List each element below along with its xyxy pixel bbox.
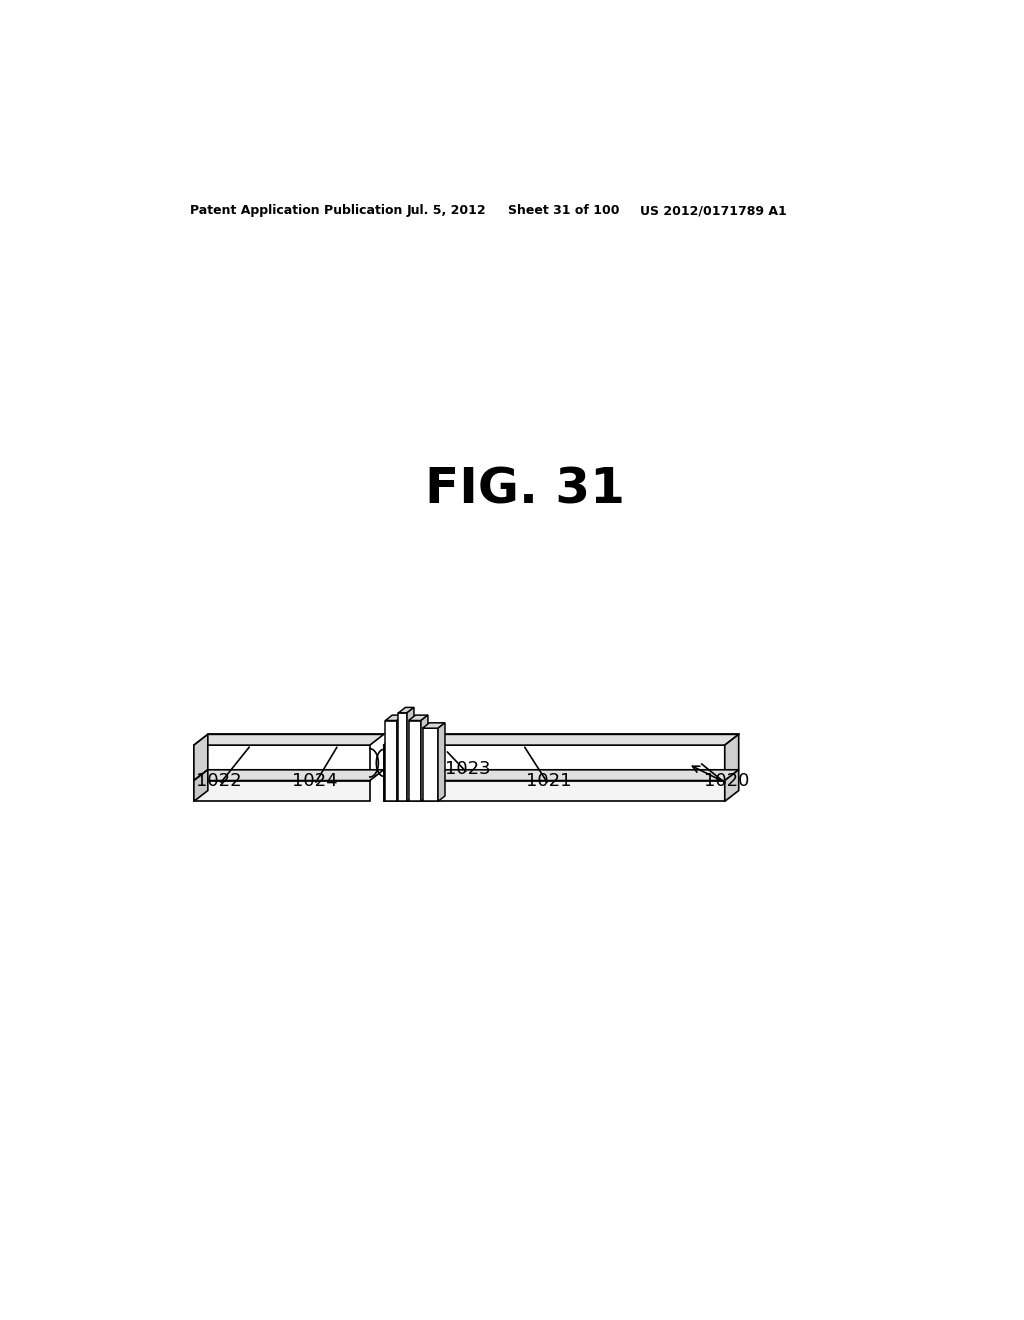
Polygon shape xyxy=(725,734,738,780)
Text: 1020: 1020 xyxy=(705,772,750,789)
Polygon shape xyxy=(397,715,403,801)
Polygon shape xyxy=(194,744,370,780)
Polygon shape xyxy=(384,734,738,744)
Polygon shape xyxy=(194,734,384,744)
Text: 1021: 1021 xyxy=(526,772,571,789)
Polygon shape xyxy=(438,723,445,801)
Polygon shape xyxy=(409,715,428,721)
Polygon shape xyxy=(194,780,370,801)
Polygon shape xyxy=(194,770,384,780)
Polygon shape xyxy=(423,723,445,729)
Polygon shape xyxy=(384,780,725,801)
Text: 1024: 1024 xyxy=(292,772,337,789)
Polygon shape xyxy=(423,729,438,801)
Text: Sheet 31 of 100: Sheet 31 of 100 xyxy=(508,205,620,218)
Text: US 2012/0171789 A1: US 2012/0171789 A1 xyxy=(640,205,786,218)
Text: Patent Application Publication: Patent Application Publication xyxy=(190,205,402,218)
Polygon shape xyxy=(385,715,403,721)
Polygon shape xyxy=(194,734,208,780)
Polygon shape xyxy=(385,721,397,801)
Polygon shape xyxy=(407,708,414,801)
Polygon shape xyxy=(421,715,428,801)
Polygon shape xyxy=(409,721,421,801)
Polygon shape xyxy=(194,770,208,801)
Polygon shape xyxy=(725,770,738,801)
Polygon shape xyxy=(384,770,738,780)
Polygon shape xyxy=(398,708,414,713)
Text: FIG. 31: FIG. 31 xyxy=(425,466,625,513)
Text: 1023: 1023 xyxy=(444,760,490,779)
Text: 1022: 1022 xyxy=(197,772,242,789)
Text: Jul. 5, 2012: Jul. 5, 2012 xyxy=(407,205,486,218)
Polygon shape xyxy=(398,713,407,801)
Text: 1010: 1010 xyxy=(389,772,435,789)
Polygon shape xyxy=(384,744,725,780)
